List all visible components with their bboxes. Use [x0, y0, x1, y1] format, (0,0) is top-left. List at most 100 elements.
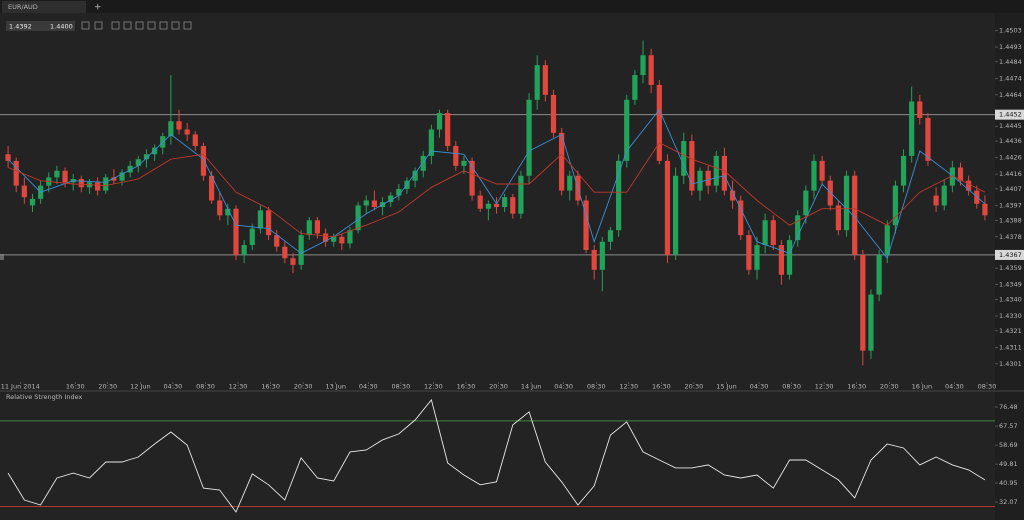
candle-body [746, 235, 752, 270]
level-label-box [995, 109, 1024, 120]
y-tick-label: 1.4301 [999, 360, 1022, 368]
quote-box [6, 21, 75, 31]
candle-body [502, 197, 508, 208]
candle-body [111, 177, 117, 181]
y-tick-label: 1.4349 [999, 281, 1022, 289]
candle-body [371, 200, 377, 208]
x-tick-label: 20:30 [880, 383, 899, 391]
candle-body [933, 195, 939, 206]
candle-body [518, 175, 524, 214]
x-tick-label: 04:30 [164, 383, 183, 391]
x-tick-label: 16 Jun [912, 383, 933, 391]
candle-body [13, 160, 19, 186]
candle-body [583, 200, 589, 250]
candle-body [591, 249, 597, 270]
template-tool[interactable] [159, 21, 168, 30]
scroll-handle[interactable] [0, 254, 4, 260]
candle-body [184, 129, 190, 135]
ask-price: 1.4400 [50, 23, 73, 31]
draw-tool[interactable] [147, 21, 156, 30]
candle-body [632, 75, 638, 100]
x-tick-label: 08:30 [782, 383, 801, 391]
candle-body [322, 233, 329, 242]
period-tool[interactable] [111, 21, 120, 30]
candle-body [860, 254, 866, 351]
indicator-tool[interactable] [135, 21, 144, 30]
candle-body [925, 117, 931, 161]
x-tick-label: 04:30 [554, 383, 573, 391]
candle-body [510, 197, 516, 214]
tab-label[interactable]: EUR/AUD [8, 3, 38, 11]
y-tick-label: 1.4330 [999, 312, 1022, 320]
candle-body [909, 101, 915, 156]
zoom-in-tool[interactable] [81, 21, 90, 30]
candle-body [607, 230, 614, 242]
candle-body [192, 134, 198, 147]
chart-type-tool[interactable] [123, 21, 132, 30]
tab[interactable] [2, 1, 86, 13]
candle-body [282, 246, 288, 259]
candle-body [526, 99, 532, 176]
candle-body [29, 198, 36, 206]
y-tick-label: 1.4321 [999, 327, 1022, 335]
candle-body [103, 177, 109, 191]
candle-body [729, 190, 736, 201]
candle-body [876, 254, 882, 295]
y-tick-label: 76.48 [999, 403, 1018, 411]
rsi-line [7, 398, 986, 513]
candle-body [843, 175, 850, 231]
candle-body [428, 129, 434, 156]
candle-body [957, 167, 964, 181]
candle-body [119, 172, 125, 181]
x-tick-label: 12:30 [424, 383, 443, 391]
candle-body [778, 245, 785, 275]
candle-body [5, 154, 11, 161]
level-label: 1.4367 [999, 251, 1022, 259]
x-tick-label: 16:30 [66, 383, 85, 391]
y-tick-label: 1.4426 [999, 154, 1022, 162]
candle-body [208, 175, 215, 201]
candle-body [616, 160, 622, 231]
candle-body [681, 141, 687, 176]
x-tick-label: 08:30 [196, 383, 215, 391]
candle-body [217, 200, 223, 216]
candle-body [62, 170, 68, 183]
moving-average [7, 142, 986, 238]
x-tick-label: 08:30 [587, 383, 606, 391]
level-label: 1.4452 [999, 111, 1022, 119]
candle-body [127, 165, 133, 173]
candle-body [941, 185, 947, 206]
zoom-out-tool[interactable] [94, 21, 103, 30]
candle-body [176, 121, 182, 130]
x-tick-label: 14 Jun [521, 383, 542, 391]
y-tick-label: 1.4340 [999, 295, 1022, 303]
candle-body [567, 175, 573, 191]
candle-body [852, 175, 858, 255]
y-tick-label: 1.4474 [999, 74, 1022, 82]
add-tab[interactable]: + [94, 3, 102, 13]
candle-body [534, 65, 540, 100]
candle-body [664, 160, 671, 255]
candle-body [770, 220, 776, 246]
x-tick-label: 20:30 [98, 383, 117, 391]
y-tick-label: 1.4407 [999, 185, 1022, 193]
y-tick-label: 40.95 [999, 479, 1018, 487]
x-tick-label: 20:30 [294, 383, 313, 391]
y-tick-label: 1.4464 [999, 91, 1022, 99]
candle-body [892, 185, 898, 226]
candle-body [477, 195, 483, 209]
screenshot-tool[interactable] [171, 21, 180, 30]
x-tick-label: 16:30 [261, 383, 280, 391]
x-tick-label: 12:30 [815, 383, 834, 391]
y-tick-label: 1.4359 [999, 264, 1022, 272]
x-tick-label: 16:30 [457, 383, 476, 391]
candle-body [249, 228, 255, 246]
settings-tool[interactable] [183, 21, 192, 30]
y-tick-label: 1.4493 [999, 43, 1022, 51]
y-tick-label: 1.4445 [999, 122, 1022, 130]
candle-body [884, 225, 890, 255]
candle-body [493, 203, 500, 208]
